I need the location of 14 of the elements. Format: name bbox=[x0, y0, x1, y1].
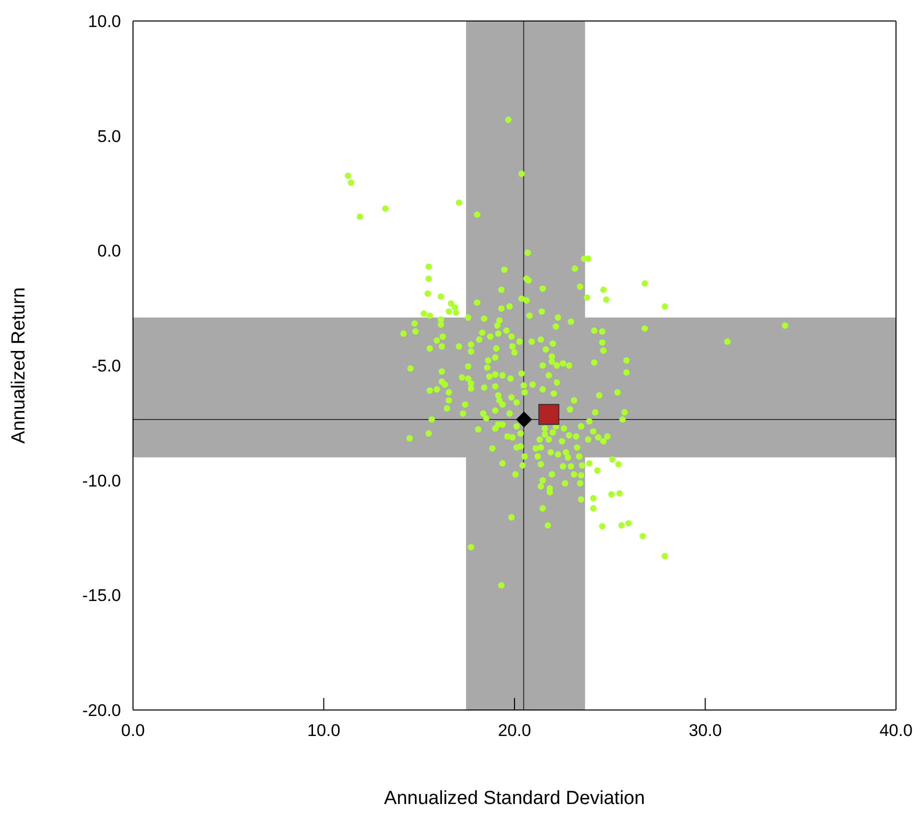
x-tick-label: 10.0 bbox=[307, 721, 340, 740]
y-tick-label: -20.0 bbox=[82, 701, 121, 720]
y-tick-label: -15.0 bbox=[82, 586, 121, 606]
x-tick-label: 30.0 bbox=[688, 721, 722, 740]
x-tick-label: 40.0 bbox=[879, 721, 913, 740]
y-tick-label: 5.0 bbox=[97, 126, 121, 146]
y-tick-label: -5.0 bbox=[92, 356, 121, 376]
y-tick-label: -10.0 bbox=[82, 471, 121, 490]
y-tick-label: 10.0 bbox=[88, 12, 121, 32]
x-tick-label: 20.0 bbox=[498, 721, 532, 740]
y-tick-label: 0.0 bbox=[97, 242, 121, 261]
x-axis-title: Annualized Standard Deviation bbox=[384, 788, 645, 809]
y-axis-title: Annualized Return bbox=[8, 287, 30, 444]
x-tick-label: 0.0 bbox=[121, 721, 145, 740]
